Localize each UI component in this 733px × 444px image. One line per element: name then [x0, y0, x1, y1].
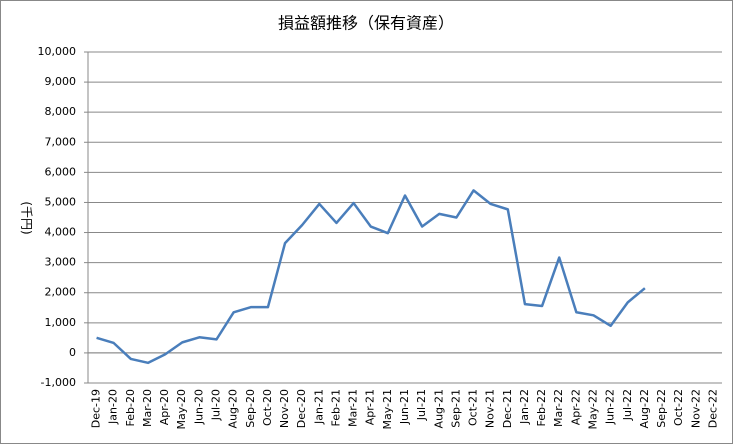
x-tick-label: Dec-22	[706, 389, 719, 428]
x-tick-label: Aug-22	[638, 389, 651, 428]
y-tick-label: -1,000	[41, 376, 76, 389]
y-tick-label: 1,000	[45, 316, 77, 329]
x-tick-label: Dec-20	[295, 389, 308, 428]
x-tick-label: Oct-21	[467, 389, 480, 426]
y-tick-label: 2,000	[45, 286, 77, 299]
x-tick-label: Mar-22	[552, 389, 565, 427]
y-tick-label: 3,000	[45, 256, 77, 269]
x-tick-label: Sep-20	[244, 389, 257, 428]
x-tick-label: Feb-20	[124, 389, 137, 426]
chart-title: 損益額推移（保有資産）	[278, 14, 454, 33]
x-tick-label: Jan-21	[312, 389, 325, 425]
x-tick-label: Dec-21	[501, 389, 514, 428]
x-tick-label: Dec-19	[90, 389, 103, 428]
x-tick-label: Jul-21	[415, 389, 428, 421]
y-tick-label: 10,000	[38, 45, 77, 58]
x-tick-label: May-22	[586, 389, 599, 430]
y-tick-label: 5,000	[45, 195, 77, 208]
x-tick-label: Feb-22	[535, 389, 548, 426]
x-tick-label: Apr-22	[569, 389, 582, 425]
x-tick-label: May-20	[175, 389, 188, 430]
x-tick-label: Nov-21	[484, 389, 497, 428]
x-tick-label: Sep-21	[449, 389, 462, 428]
x-tick-label: Oct-20	[261, 389, 274, 426]
x-tick-label: Jun-20	[192, 389, 205, 425]
x-tick-label: Mar-21	[347, 389, 360, 427]
y-axis-label: (千円)	[20, 201, 34, 234]
y-tick-label: 4,000	[45, 226, 77, 239]
x-tick-label: Jun-22	[604, 389, 617, 425]
x-tick-label: Oct-22	[672, 389, 685, 426]
x-tick-label: Jul-22	[621, 389, 634, 421]
x-tick-label: Jul-20	[210, 389, 223, 421]
x-tick-label: Aug-21	[432, 389, 445, 428]
x-tick-label: Jun-21	[398, 389, 411, 425]
x-tick-label: Sep-22	[655, 389, 668, 428]
y-tick-label: 0	[69, 346, 76, 359]
x-tick-label: Mar-20	[141, 389, 154, 427]
x-tick-label: Feb-21	[329, 389, 342, 426]
x-tick-label: Nov-22	[689, 389, 702, 428]
x-tick-label: Apr-21	[364, 389, 377, 425]
y-tick-label: 6,000	[45, 165, 77, 178]
x-tick-label: Aug-20	[227, 389, 240, 428]
x-tick-label: Jan-20	[107, 389, 120, 425]
x-tick-label: Nov-20	[278, 389, 291, 428]
x-tick-label: May-21	[381, 389, 394, 430]
x-tick-label: Jan-22	[518, 389, 531, 425]
x-tick-label: Apr-20	[158, 389, 171, 425]
y-tick-label: 8,000	[45, 105, 77, 118]
y-tick-label: 9,000	[45, 75, 77, 88]
y-tick-label: 7,000	[45, 135, 77, 148]
series-line	[96, 189, 646, 365]
